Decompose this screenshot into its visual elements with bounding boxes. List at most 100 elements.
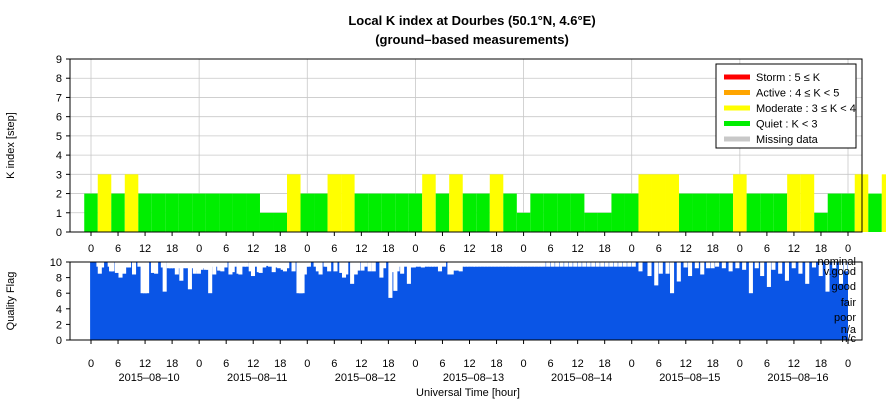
q-dip — [791, 262, 796, 269]
k-y-tick-label: 7 — [56, 92, 62, 104]
q-dip — [613, 262, 618, 267]
q-dip — [350, 262, 355, 284]
k-x-tick-label: 6 — [331, 243, 337, 255]
k-bar — [111, 193, 125, 232]
k-x-tick-label: 0 — [521, 243, 527, 255]
q-dip — [658, 262, 663, 274]
q-quality-label: fair — [841, 297, 857, 309]
k-bar — [138, 193, 152, 232]
q-date-label: 2015–08–14 — [551, 372, 612, 384]
k-bar — [638, 174, 652, 232]
q-dip — [805, 262, 810, 284]
q-dip — [273, 262, 278, 268]
k-x-tick-label: 0 — [412, 243, 418, 255]
q-dip — [212, 262, 217, 275]
q-x-tick-label: 12 — [788, 358, 800, 370]
q-dip — [302, 262, 307, 275]
q-x-tick-label: 12 — [572, 358, 584, 370]
q-dip — [189, 262, 194, 269]
q-dip — [464, 262, 469, 267]
q-x-tick-label: 6 — [223, 358, 229, 370]
q-dip — [196, 262, 201, 274]
q-dip — [232, 262, 237, 267]
k-y-tick-label: 1 — [56, 208, 62, 220]
q-dip — [638, 262, 643, 272]
q-dip — [313, 262, 318, 267]
k-bar — [584, 212, 598, 232]
k-bar — [773, 193, 788, 232]
q-dip — [754, 262, 759, 269]
k-bar — [868, 193, 882, 232]
k-y-tick-label: 0 — [56, 227, 62, 239]
q-quality-label: n/a — [841, 324, 857, 336]
q-x-tick-label: 6 — [548, 358, 554, 370]
q-y-tick-label: 8 — [56, 273, 62, 285]
q-dip — [150, 262, 155, 273]
k-y-tick-label: 9 — [56, 54, 62, 66]
k-legend-label: Quiet : K < 3 — [756, 119, 817, 131]
k-x-tick-label: 12 — [680, 243, 692, 255]
k-bar — [719, 193, 734, 232]
k-bar — [287, 174, 301, 232]
k-y-tick-label: 5 — [56, 131, 62, 143]
k-bar — [97, 174, 112, 232]
q-dip — [262, 262, 267, 268]
q-dip — [223, 262, 228, 268]
q-date-label: 2015–08–13 — [443, 372, 504, 384]
q-x-tick-label: 6 — [764, 358, 770, 370]
q-dip — [408, 262, 413, 268]
k-bar — [300, 193, 315, 232]
k-x-tick-label: 12 — [247, 243, 259, 255]
k-bar — [651, 174, 666, 232]
k-bar — [178, 193, 193, 232]
q-dip — [296, 262, 301, 294]
q-dip — [258, 262, 263, 273]
q-quality-label: v.good — [824, 266, 856, 278]
q-dip — [166, 262, 171, 269]
q-dip — [181, 262, 186, 269]
q-dip — [253, 262, 258, 267]
k-x-tick-label: 12 — [139, 243, 151, 255]
q-dip — [595, 262, 600, 267]
q-x-tick-label: 0 — [304, 358, 310, 370]
q-x-tick-label: 18 — [166, 358, 178, 370]
k-bar — [462, 193, 477, 232]
q-dip — [395, 262, 400, 272]
q-dip — [244, 262, 249, 267]
q-dip — [353, 262, 358, 275]
q-dip — [665, 262, 670, 274]
q-y-axis-label: Quality Flag — [5, 272, 17, 331]
q-dip — [344, 262, 349, 275]
k-bar — [84, 193, 98, 232]
q-dip — [527, 262, 532, 267]
q-quality-label: poor — [834, 312, 856, 324]
q-dip — [627, 262, 632, 267]
q-dip — [609, 262, 614, 267]
q-dip — [721, 262, 726, 269]
q-dip — [145, 262, 150, 294]
k-bar — [679, 193, 693, 232]
k-bar — [706, 193, 720, 232]
q-dip — [110, 262, 115, 272]
q-x-tick-label: 18 — [382, 358, 394, 370]
k-x-tick-label: 18 — [274, 243, 286, 255]
k-x-tick-label: 0 — [304, 243, 310, 255]
q-dip — [327, 262, 332, 272]
q-dip — [282, 262, 288, 272]
q-dip — [458, 262, 463, 272]
q-x-tick-label: 12 — [680, 358, 692, 370]
k-y-tick-label: 2 — [56, 189, 62, 201]
q-dip — [420, 262, 425, 268]
q-dip — [455, 262, 460, 271]
q-dip — [390, 262, 395, 273]
k-x-tick-label: 18 — [166, 243, 178, 255]
k-legend-label: Storm : 5 ≤ K — [756, 72, 821, 84]
k-bar — [557, 193, 571, 232]
q-x-tick-label: 6 — [439, 358, 445, 370]
k-x-tick-label: 6 — [764, 243, 770, 255]
q-dip — [706, 262, 711, 269]
k-bar — [259, 212, 274, 232]
q-dip — [748, 262, 753, 294]
k-bar — [354, 193, 369, 232]
